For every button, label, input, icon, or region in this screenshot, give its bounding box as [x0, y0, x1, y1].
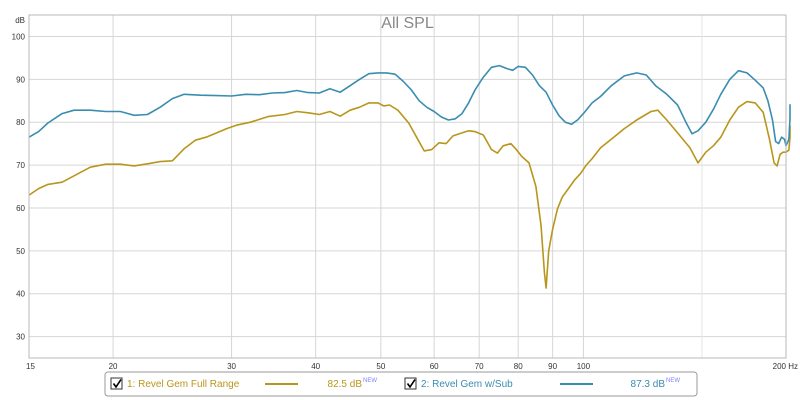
legend: 1: Revel Gem Full Range 82.5 dB NEW 2: R…: [104, 371, 698, 397]
x-tick-label: 60: [430, 362, 439, 371]
legend-level-2: 87.3 dB: [631, 379, 666, 390]
legend-badge-1: NEW: [363, 378, 377, 384]
y-tick-label: 30: [16, 333, 25, 342]
legend-label-1: 1: Revel Gem Full Range: [127, 379, 240, 390]
y-tick-label: 100: [12, 32, 26, 41]
series-line-2: [28, 64, 791, 147]
legend-checkbox-1[interactable]: [110, 377, 123, 390]
legend-item-1: 1: Revel Gem Full Range 82.5 dB NEW: [110, 377, 377, 390]
y-axis-ticks: 30 40 50 60 70 80 90 100: [12, 32, 26, 341]
series-lines: [28, 64, 791, 289]
y-tick-label: 60: [16, 204, 25, 213]
checkbox-box[interactable]: [404, 377, 417, 390]
legend-level-1: 82.5 dB: [328, 379, 363, 390]
legend-label-2: 2: Revel Gem w/Sub: [421, 379, 513, 390]
plot-frame: [28, 14, 787, 359]
legend-badge-2: NEW: [666, 378, 680, 384]
y-axis-label: dB: [15, 16, 25, 25]
x-tick-label: 30: [227, 362, 236, 371]
x-tick-label: 80: [514, 362, 523, 371]
y-tick-label: 50: [16, 247, 25, 256]
checkbox-box[interactable]: [110, 377, 123, 390]
checkmark-icon: [406, 379, 416, 389]
x-tick-label: 200 Hz: [773, 362, 798, 371]
legend-box: [104, 371, 698, 397]
legend-checkbox-2[interactable]: [404, 377, 417, 390]
x-tick-label: 20: [109, 362, 118, 371]
y-tick-label: 40: [16, 290, 25, 299]
x-tick-label: 15: [26, 362, 35, 371]
legend-item-2: 2: Revel Gem w/Sub 87.3 dB NEW: [404, 377, 680, 390]
x-axis-ticks: 15 20 30 40 50 60 70 80 90 100 200 Hz: [26, 362, 798, 371]
x-tick-label: 40: [311, 362, 320, 371]
x-tick-label: 100: [577, 362, 591, 371]
x-tick-label: 90: [548, 362, 557, 371]
y-tick-label: 70: [16, 161, 25, 170]
checkmark-icon: [112, 379, 122, 389]
x-tick-label: 50: [376, 362, 385, 371]
y-tick-label: 80: [16, 118, 25, 127]
series-line-1: [28, 100, 791, 289]
y-tick-label: 90: [16, 75, 25, 84]
x-tick-label: 70: [475, 362, 484, 371]
chart-title: All SPL: [381, 15, 434, 32]
